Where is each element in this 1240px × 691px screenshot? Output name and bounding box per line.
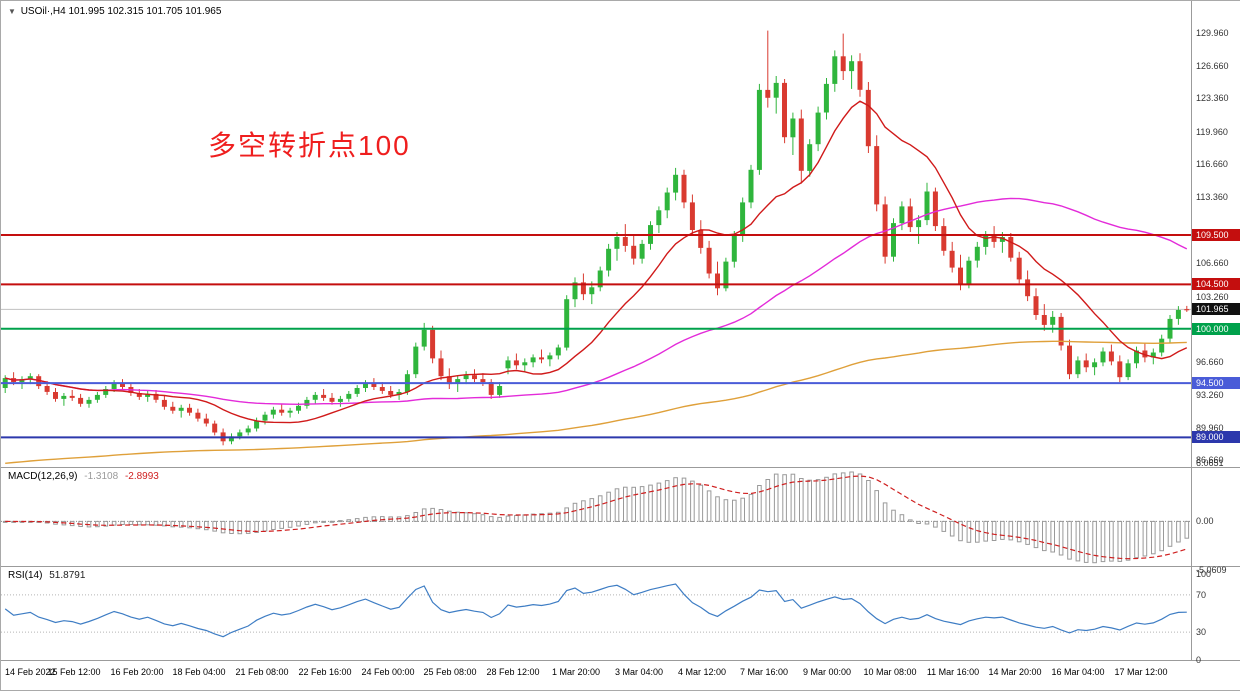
time-axis-label: 10 Mar 08:00 bbox=[863, 667, 917, 677]
rsi-axis-tick: 70 bbox=[1196, 590, 1207, 600]
time-axis[interactable]: 14 Feb 2022 15 Feb 12:00 16 Feb 20:00 18 Fe… bbox=[1, 661, 1240, 690]
macd-signal-line bbox=[5, 475, 1187, 560]
rsi-value: 51.8791 bbox=[49, 570, 86, 581]
rsi-axis-tick: 100 bbox=[1196, 569, 1212, 579]
price-axis-tick: 86.660 bbox=[1196, 455, 1224, 465]
price-level-badge: 94.500 bbox=[1192, 377, 1240, 389]
panel-separator[interactable] bbox=[1, 467, 1240, 468]
macd-signal-value: -2.8993 bbox=[124, 471, 159, 482]
price-axis-border bbox=[1191, 1, 1192, 661]
price-level-badge: 89.000 bbox=[1192, 431, 1240, 443]
time-axis-label: 4 Mar 12:00 bbox=[677, 667, 727, 677]
price-axis-tick: 129.960 bbox=[1196, 28, 1229, 38]
time-axis-label: 28 Feb 12:00 bbox=[486, 667, 540, 677]
price-level-badge: 100.000 bbox=[1192, 323, 1240, 335]
price-level-badge: 109.500 bbox=[1192, 229, 1240, 241]
chart-title: ▼ USOil·,H4 101.995 102.315 101.705 101.… bbox=[8, 6, 221, 17]
macd-axis-tick: 0.00 bbox=[1196, 516, 1214, 526]
price-level-badge: 104.500 bbox=[1192, 278, 1240, 290]
ohlc-values: 101.995 102.315 101.705 101.965 bbox=[68, 6, 222, 17]
macd-name: MACD(12,26,9) bbox=[8, 471, 78, 482]
price-axis-tick: 103.260 bbox=[1196, 292, 1229, 302]
time-axis-label: 16 Feb 20:00 bbox=[110, 667, 164, 677]
rsi-axis-tick: 30 bbox=[1196, 627, 1207, 637]
time-axis-label: 14 Feb 2022 bbox=[5, 667, 56, 677]
macd-axis-tick: -5.0609 bbox=[1196, 565, 1227, 575]
price-axis-tick: 123.360 bbox=[1196, 93, 1229, 103]
price-axis-tick: 106.660 bbox=[1196, 258, 1229, 268]
symbol-period-label: USOil·,H4 bbox=[20, 6, 66, 17]
price-axis[interactable]: 129.960 126.660 123.360 119.960 116.660 113.3… bbox=[1192, 1, 1240, 665]
time-axis-label: 14 Mar 20:00 bbox=[988, 667, 1042, 677]
rsi-line bbox=[4, 583, 1187, 638]
macd-axis-tick: 6.0651 bbox=[1196, 458, 1224, 468]
rsi-label: RSI(14) 51.8791 bbox=[8, 570, 89, 581]
time-axis-label: 21 Feb 08:00 bbox=[235, 667, 289, 677]
time-axis-label: 22 Feb 16:00 bbox=[298, 667, 352, 677]
chart-annotation-text[interactable]: 多空转折点100 bbox=[208, 130, 411, 161]
price-axis-tick: 93.260 bbox=[1196, 390, 1224, 400]
time-axis-label: 25 Feb 08:00 bbox=[423, 667, 477, 677]
rsi-indicator-panel[interactable] bbox=[1, 567, 1191, 660]
macd-histogram bbox=[2, 471, 1190, 564]
time-axis-label: 24 Feb 00:00 bbox=[361, 667, 415, 677]
time-axis-label: 1 Mar 20:00 bbox=[551, 667, 601, 677]
current-price-badge: 101.965 bbox=[1192, 303, 1240, 315]
macd-main-value: -1.3108 bbox=[84, 471, 119, 482]
ma-slow-line bbox=[5, 340, 1187, 464]
panel-separator bbox=[1, 660, 1240, 661]
time-axis-label: 15 Feb 12:00 bbox=[47, 667, 101, 677]
price-axis-tick: 96.660 bbox=[1196, 357, 1224, 367]
price-axis-tick: 119.960 bbox=[1196, 127, 1228, 137]
price-axis-tick: 116.660 bbox=[1196, 159, 1228, 169]
price-axis-tick: 113.360 bbox=[1196, 192, 1228, 202]
time-axis-label: 16 Mar 04:00 bbox=[1051, 667, 1105, 677]
time-axis-label: 9 Mar 00:00 bbox=[802, 667, 852, 677]
time-axis-label: 11 Mar 16:00 bbox=[926, 667, 980, 677]
rsi-name: RSI(14) bbox=[8, 570, 43, 581]
rsi-axis-tick: 0 bbox=[1196, 655, 1202, 665]
time-axis-label: 7 Mar 16:00 bbox=[739, 667, 789, 677]
ma-fast-line bbox=[5, 100, 1188, 424]
ma-mid-line bbox=[5, 197, 1188, 406]
panel-separator[interactable] bbox=[1, 566, 1240, 567]
macd-label: MACD(12,26,9) -1.3108 -2.8993 bbox=[8, 471, 163, 482]
chart-dropdown-icon[interactable]: ▼ bbox=[8, 7, 16, 16]
time-axis-label: 17 Mar 12:00 bbox=[1114, 667, 1168, 677]
macd-indicator-panel[interactable] bbox=[1, 468, 1191, 566]
time-axis-label: 3 Mar 04:00 bbox=[614, 667, 664, 677]
main-price-chart[interactable] bbox=[1, 1, 1191, 467]
price-axis-tick: 89.960 bbox=[1196, 423, 1224, 433]
time-axis-label: 18 Feb 04:00 bbox=[172, 667, 226, 677]
price-axis-tick: 126.660 bbox=[1196, 61, 1229, 71]
